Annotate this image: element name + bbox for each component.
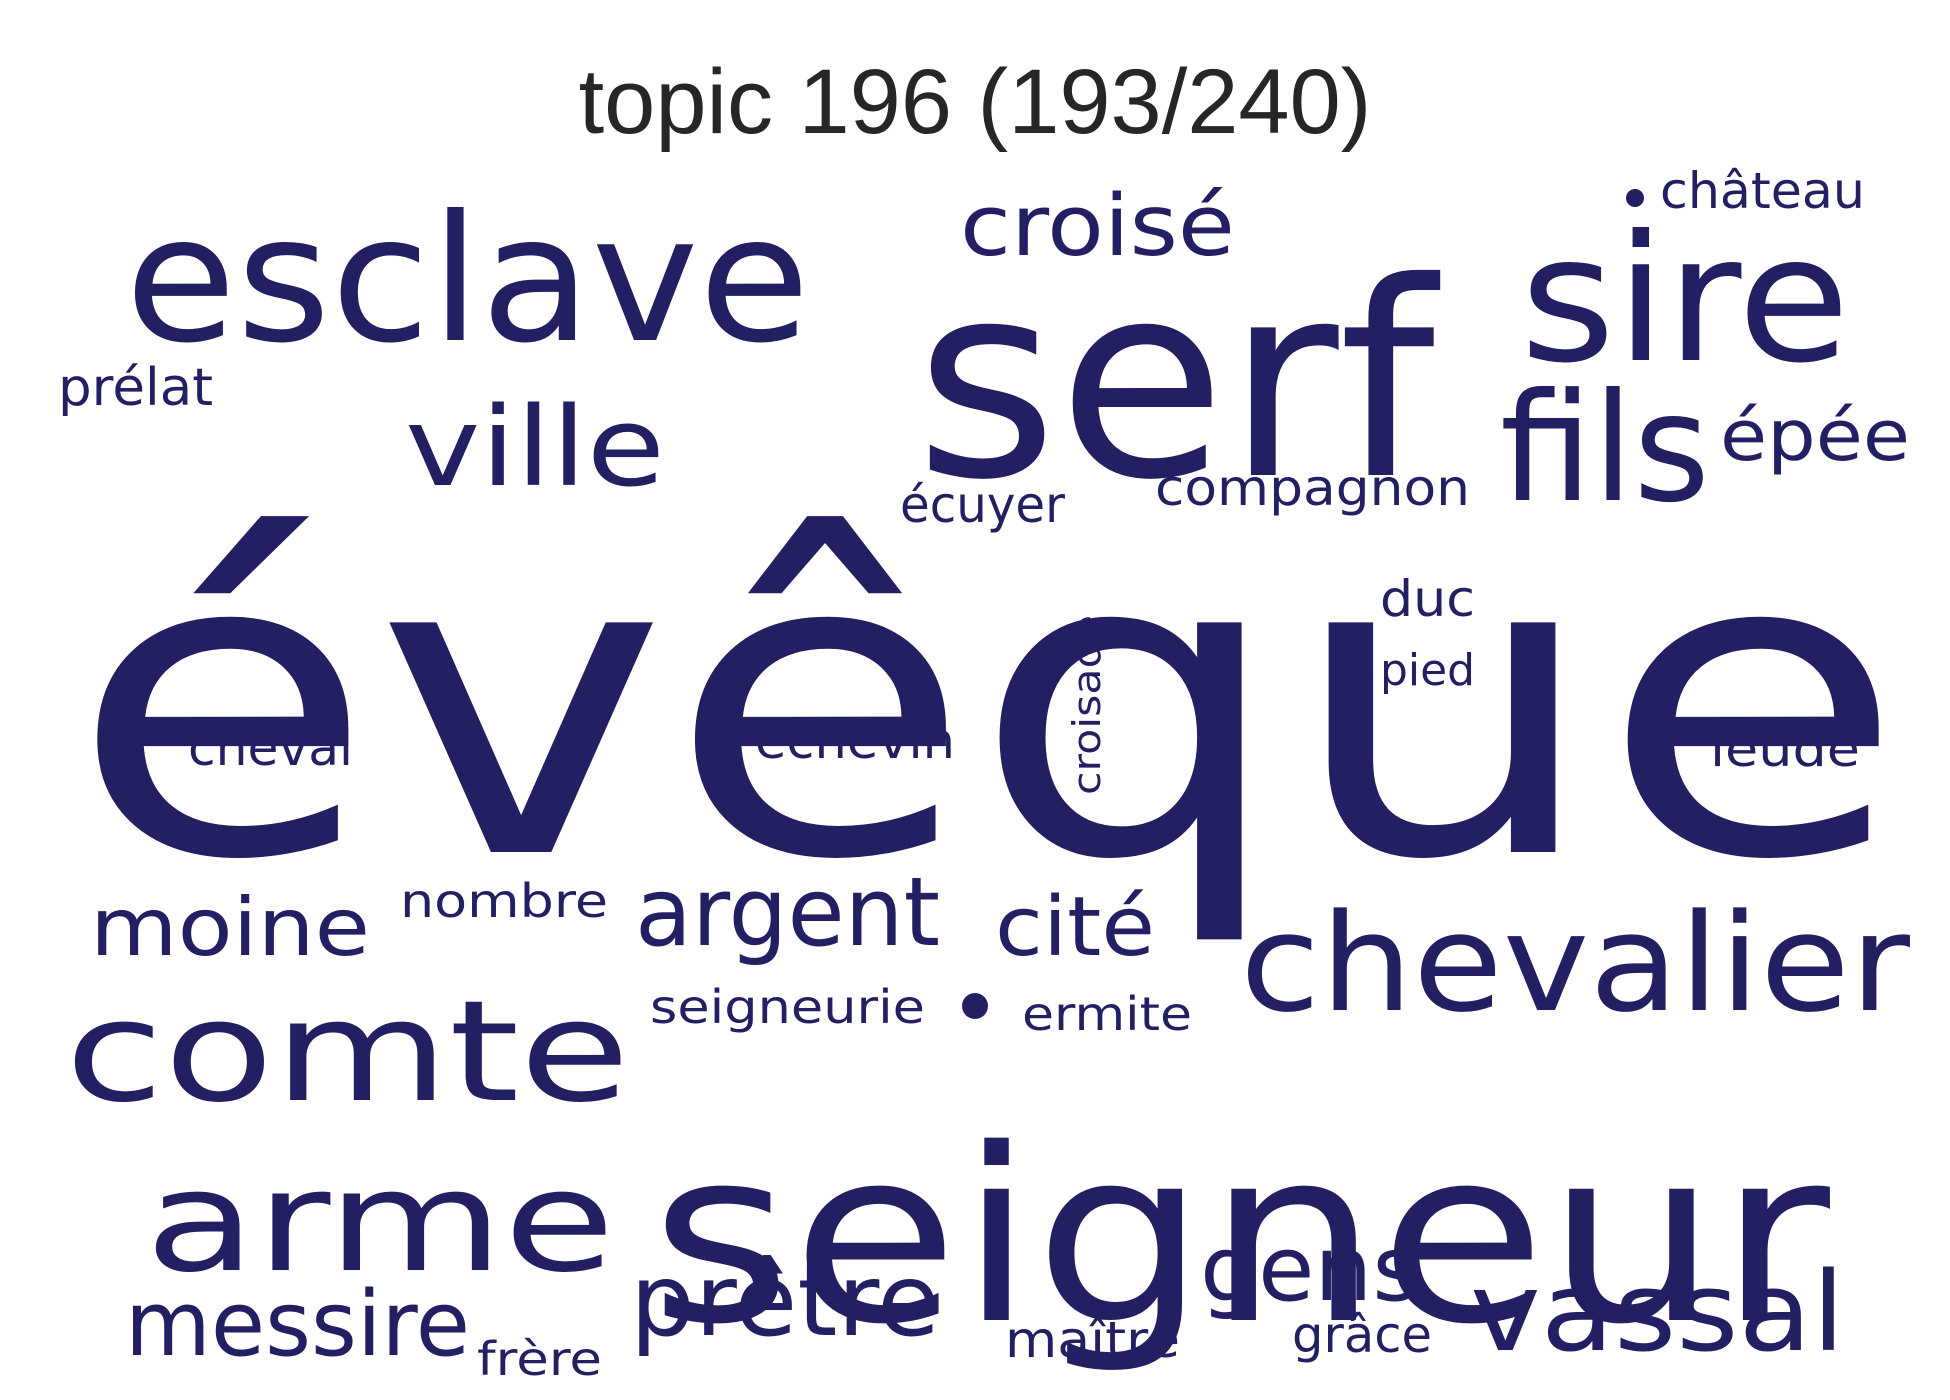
word-gens: gens — [1200, 1217, 1420, 1322]
word-arme: arme — [145, 1141, 615, 1304]
word-chateau: château — [1660, 162, 1865, 220]
word-group: évêque seigneur serf esclave sire chevalier co… — [58, 162, 1911, 1386]
chart-title: topic 196 (193/240) — [579, 51, 1372, 153]
word-messire: messire — [125, 1272, 470, 1377]
word-prelat: prélat — [58, 358, 213, 418]
word-pied: pied — [1380, 645, 1475, 696]
word-epee: épée — [1720, 395, 1910, 477]
word-frere: frère — [477, 1332, 602, 1386]
word-seigneur: seigneur — [650, 1097, 1830, 1377]
word-maitre: maître — [1005, 1311, 1180, 1369]
word-compagnon: compagnon — [1155, 459, 1470, 517]
word-echevin: échevin — [755, 712, 955, 770]
word-argent: argent — [635, 858, 940, 968]
word-eveque: évêque — [70, 463, 1905, 952]
word-pretre: prêtre — [630, 1242, 940, 1359]
word-chevalier: chevalier — [1240, 885, 1911, 1042]
word-leude: leude — [1710, 722, 1860, 778]
word-comte: comte — [65, 971, 630, 1134]
word-ermite: ermite — [1022, 987, 1192, 1041]
word-nombre: nombre — [400, 874, 608, 928]
word-cheval: cheval — [188, 719, 353, 777]
word-croisade: croisade — [1065, 615, 1109, 795]
word-croise: croisé — [960, 177, 1235, 276]
word-moine: moine — [90, 881, 370, 974]
dot-mark — [1626, 189, 1644, 207]
word-fils: fils — [1500, 362, 1710, 536]
word-ecuyer: écuyer — [900, 476, 1065, 534]
word-sire: sire — [1520, 199, 1850, 402]
word-serf: serf — [915, 224, 1441, 539]
dot-mark — [962, 993, 988, 1019]
word-grace: grâce — [1292, 1306, 1432, 1364]
word-seigneurie: seigneurie — [650, 980, 925, 1034]
word-cite: cité — [995, 880, 1155, 975]
word-esclave: esclave — [125, 179, 810, 382]
word-vassal: vassal — [1470, 1248, 1845, 1376]
word-duc: duc — [1380, 570, 1475, 628]
word-ville: ville — [405, 383, 665, 511]
